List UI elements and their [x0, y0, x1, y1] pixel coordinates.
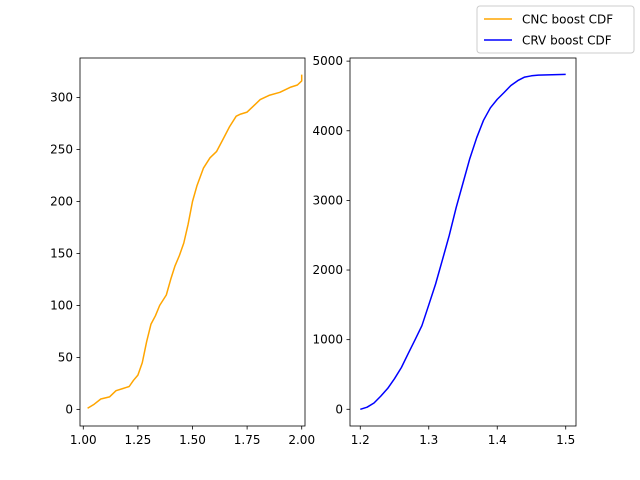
- y-tick-label: 100: [50, 298, 73, 312]
- x-tick-label: 1.00: [70, 433, 97, 447]
- y-tick-label: 250: [50, 142, 73, 156]
- legend-label-cnc: CNC boost CDF: [522, 13, 613, 27]
- y-tick-label: 1000: [312, 333, 343, 347]
- x-tick-label: 1.50: [179, 433, 206, 447]
- x-tick-label: 1.75: [234, 433, 261, 447]
- x-tick-label: 1.25: [125, 433, 152, 447]
- y-tick-label: 5000: [312, 54, 343, 68]
- y-tick-label: 0: [335, 402, 343, 416]
- left-plot-cnc: 1.00 1.25 1.50 1.75 2.00 0 50 100 150 200 250 300: [50, 57, 315, 447]
- y-tick-label: 4000: [312, 124, 343, 138]
- legend-frame: [476, 5, 635, 54]
- x-tick-label: 2.00: [288, 433, 315, 447]
- y-tick-label: 2000: [312, 263, 343, 277]
- x-tick-label: 1.5: [556, 433, 575, 447]
- x-tick-label: 1.4: [488, 433, 507, 447]
- right-plot-crv: 1.2 1.3 1.4 1.5 0 1000 2000 3000 4000 5000: [312, 54, 577, 447]
- y-tick-label: 200: [50, 194, 73, 208]
- legend-label-crv: CRV boost CDF: [522, 34, 612, 48]
- y-tick-label: 0: [65, 402, 73, 416]
- right-plot-frame: [349, 57, 577, 427]
- series-line-1-0: [360, 73, 566, 411]
- x-tick-label: 1.3: [419, 433, 438, 447]
- y-tick-label: 150: [50, 246, 73, 260]
- y-tick-label: 300: [50, 91, 73, 105]
- y-tick-label: 3000: [312, 193, 343, 207]
- series-line-0-0: [87, 74, 303, 409]
- x-tick-label: 1.2: [351, 433, 370, 447]
- y-tick-label: 50: [58, 350, 73, 364]
- legend: CNC boost CDF CRV boost CDF: [476, 5, 635, 54]
